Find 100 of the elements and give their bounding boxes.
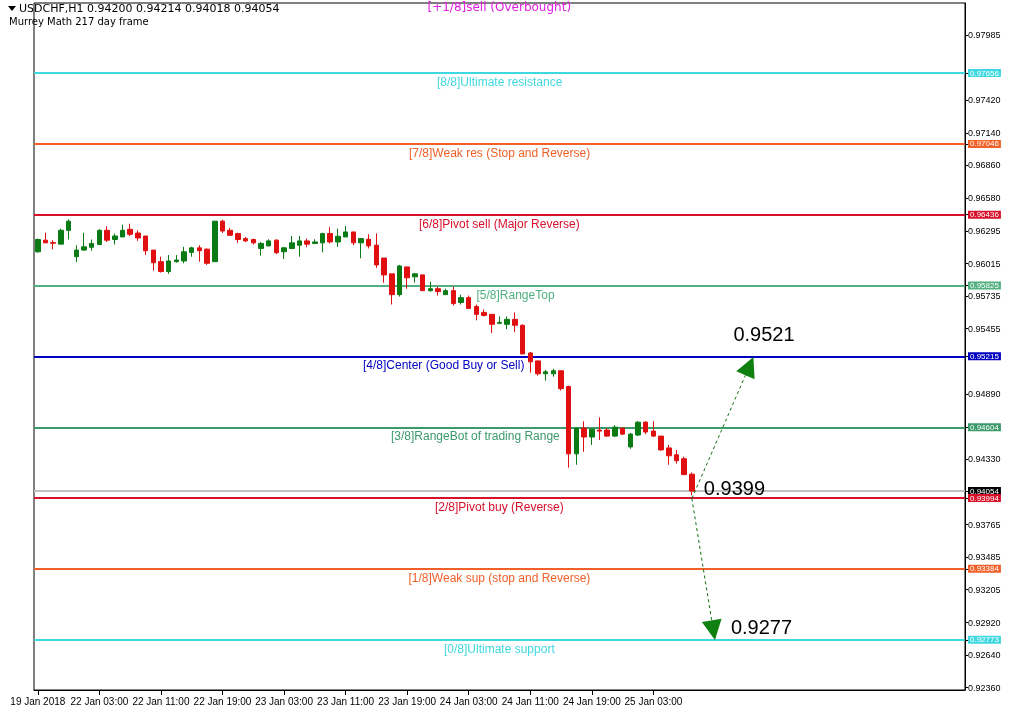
candlestick <box>543 369 548 382</box>
y-tick-label: 0.92640 <box>968 650 1001 661</box>
ref-line-label: [5/8]RangeTop <box>476 287 555 302</box>
candlestick <box>289 235 295 249</box>
candlestick <box>58 228 64 245</box>
candlestick <box>497 315 502 325</box>
candlestick <box>466 295 471 309</box>
candlestick <box>520 323 525 355</box>
candlestick <box>481 308 487 317</box>
y-tick-label: 0.94054 <box>970 486 1000 496</box>
x-tick-label: 22 Jan 11:00 <box>132 695 190 707</box>
y-tick-label: 0.97656 <box>970 68 1000 78</box>
y-tick-label: 0.97046 <box>970 139 1000 149</box>
candlestick <box>574 427 579 466</box>
candlestick <box>443 288 448 296</box>
annotation: 0.9399 <box>703 476 766 500</box>
candlestick <box>335 228 341 248</box>
y-tick-label: 0.97985 <box>968 29 1001 40</box>
y-tick-label: 0.95215 <box>970 351 1000 361</box>
y-tick-label: 0.97140 <box>968 127 1001 138</box>
candlestick <box>643 420 648 435</box>
ref-line-label: [0/8]Ultimate support <box>444 641 555 656</box>
candlestick <box>420 274 425 292</box>
candlestick <box>274 238 279 255</box>
candlestick <box>235 232 241 244</box>
candlestick <box>504 315 510 330</box>
x-tick-label: 24 Jan 11:00 <box>501 695 560 707</box>
x-tick-label: 23 Jan 11:00 <box>317 695 375 707</box>
y-tick-label: 0.93994 <box>970 493 1000 503</box>
candlestick <box>66 218 71 240</box>
y-tick-label: 0.92360 <box>968 682 1001 693</box>
candlestick <box>351 231 356 246</box>
candlestick <box>566 385 571 469</box>
candlestick <box>112 233 118 245</box>
candlestick <box>651 420 656 438</box>
candlestick <box>428 281 433 293</box>
y-tick-label: 0.93765 <box>968 519 1001 530</box>
candlestick <box>666 444 672 466</box>
candlestick <box>458 294 464 305</box>
y-tick-label: 0.96295 <box>968 226 1001 237</box>
x-tick-label: 19 Jan 2018 <box>10 695 66 707</box>
ref-line-label: [3/8]RangeBot of trading Range <box>391 429 560 444</box>
candlestick <box>374 232 379 269</box>
candlestick <box>474 303 479 321</box>
ref-line-label: [8/8]Ultimate resistance <box>437 75 563 90</box>
candlestick <box>343 225 348 238</box>
candlestick <box>435 286 441 297</box>
annotation: 0.9521 <box>733 322 795 346</box>
candlestick <box>74 244 79 263</box>
candlestick <box>50 239 56 250</box>
x-tick-label: 23 Jan 19:00 <box>378 695 437 707</box>
candlestick <box>635 420 641 437</box>
candlestick <box>281 246 287 260</box>
candlestick <box>597 416 602 441</box>
y-tick-label: 0.92920 <box>968 617 1001 628</box>
candlestick <box>412 272 418 284</box>
y-tick-label: 0.96860 <box>968 160 1001 171</box>
ref-line-label: [7/8]Weak res (Stop and Reverse) <box>409 145 591 160</box>
candlestick <box>243 236 248 243</box>
candlestick <box>35 238 41 254</box>
candlestick <box>143 235 148 256</box>
ref-line-label: [1/8]Weak sup (stop and Reverse) <box>408 570 591 585</box>
candlestick <box>512 311 518 333</box>
candlestick <box>489 313 495 334</box>
candlestick <box>258 241 264 257</box>
candlestick <box>451 286 456 307</box>
candlestick <box>189 246 194 258</box>
candlestick <box>104 225 110 243</box>
candlestick <box>174 254 179 264</box>
annotation: 0.9277 <box>730 616 793 640</box>
candlestick <box>220 219 225 234</box>
y-tick-label: 0.95735 <box>968 291 1001 302</box>
candlestick <box>135 229 141 242</box>
candlestick <box>389 273 395 305</box>
candlestick <box>97 228 102 246</box>
candlestick <box>120 224 125 238</box>
y-tick-label: 0.93485 <box>968 552 1001 563</box>
candlestick <box>127 223 133 237</box>
candlestick <box>251 238 256 245</box>
candlestick <box>312 238 318 245</box>
annotation: [+1/8]sell (Overbought) <box>427 0 572 14</box>
y-tick-label: 0.97420 <box>968 95 1001 106</box>
candlestick <box>628 432 633 450</box>
y-tick-label: 0.94330 <box>968 454 1001 465</box>
candlestick <box>397 264 402 298</box>
x-tick-label: 23 Jan 03:00 <box>255 695 314 707</box>
y-tick-label: 0.95825 <box>970 281 1000 291</box>
y-tick-label: 0.94604 <box>970 422 1000 432</box>
candlestick <box>620 427 625 436</box>
candlestick <box>166 254 171 275</box>
candlestick <box>551 368 556 378</box>
x-tick-label: 22 Jan 19:00 <box>193 695 252 707</box>
candlestick <box>581 420 587 453</box>
chart-title: USDCHF,H1 0.94200 0.94214 0.94018 0.94054 <box>19 2 280 15</box>
candlestick <box>43 232 48 244</box>
candlestick <box>266 238 271 247</box>
candlestick <box>81 232 87 252</box>
y-tick-label: 0.96436 <box>970 210 1000 220</box>
x-tick-label: 24 Jan 03:00 <box>439 695 499 707</box>
candlestick <box>589 428 595 446</box>
